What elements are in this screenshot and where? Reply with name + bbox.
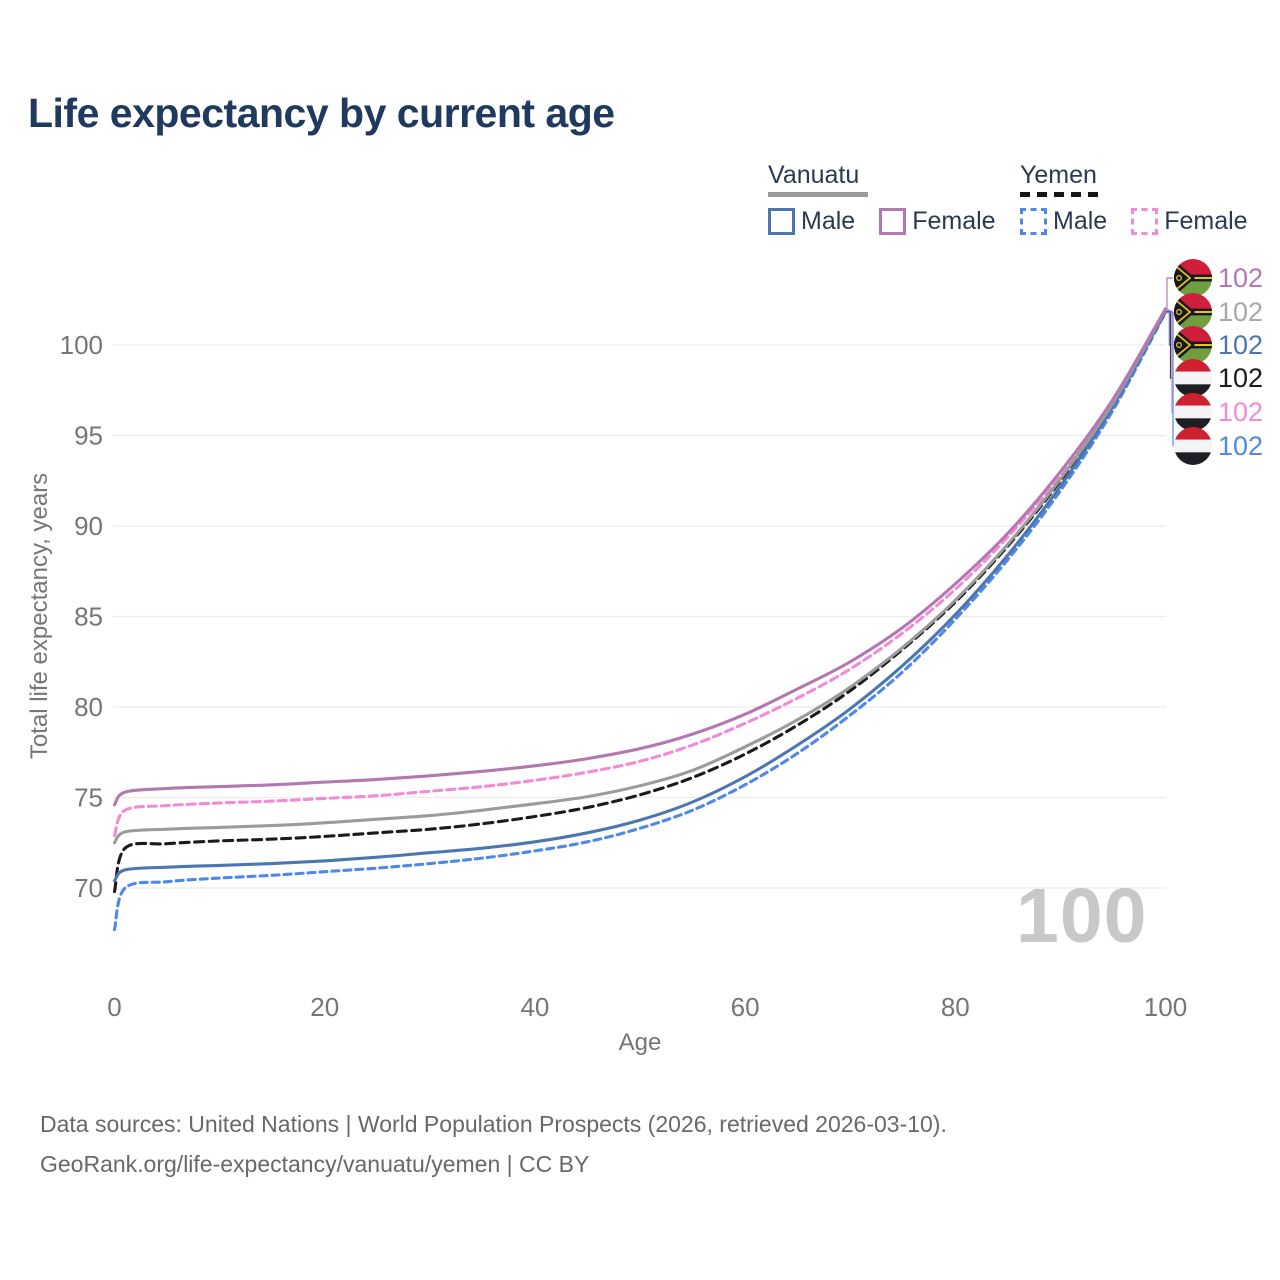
end-value-label-vanuatu-male: 102 — [1218, 330, 1263, 360]
end-value-label-yemen-male: 102 — [1218, 431, 1263, 461]
vanuatu-flag-icon — [1174, 293, 1212, 331]
legend-item-yemen-male[interactable]: Male — [1020, 207, 1107, 236]
series-line-vanuatu-female[interactable] — [112, 307, 1168, 807]
yemen-flag-icon — [1174, 359, 1212, 397]
footer-data-sources: Data sources: United Nations | World Pop… — [40, 1111, 947, 1137]
vanuatu-flag-icon — [1174, 259, 1212, 297]
series-line-vanuatu-male[interactable] — [112, 309, 1168, 883]
x-tick-label-100: 100 — [1144, 992, 1187, 1022]
legend-linestyle-solid — [768, 192, 868, 197]
x-axis-title: Age — [619, 1029, 662, 1056]
y-tick-label-85: 85 — [74, 602, 103, 632]
x-tick-label-0: 0 — [107, 992, 121, 1022]
y-tick-label-100: 100 — [60, 330, 103, 360]
y-tick-label-95: 95 — [74, 421, 103, 451]
age-watermark: 100 — [1016, 873, 1148, 959]
series-line-yemen-male[interactable] — [112, 310, 1168, 932]
leader-line-yemen-male — [1165, 311, 1174, 446]
chart-title: Life expectancy by current age — [28, 90, 615, 136]
series-line-yemen-female[interactable] — [112, 309, 1168, 838]
y-tick-label-70: 70 — [74, 873, 103, 903]
leader-line-vanuatu-female — [1165, 277, 1173, 310]
legend-swatch-yemen-male-icon[interactable] — [1020, 208, 1047, 235]
series-line-vanuatu-total[interactable] — [112, 308, 1168, 845]
footer-license: GeoRank.org/life-expectancy/vanuatu/yeme… — [40, 1151, 590, 1177]
legend-linestyle-dashed — [1020, 192, 1102, 197]
yemen-flag-icon — [1174, 393, 1212, 431]
x-tick-label-80: 80 — [941, 992, 970, 1022]
legend-label-vanuatu-female: Female — [912, 207, 996, 235]
legend-label-yemen-female: Female — [1164, 207, 1248, 235]
legend-label-yemen-male: Male — [1053, 207, 1108, 235]
legend-item-yemen-female[interactable]: Female — [1131, 207, 1248, 236]
vanuatu-flag-icon — [1174, 326, 1212, 364]
footer-attribution: Data sources: United Nations | World Pop… — [40, 1104, 947, 1184]
x-tick-label-40: 40 — [520, 992, 549, 1022]
y-tick-label-80: 80 — [74, 692, 103, 722]
end-value-label-yemen-total: 102 — [1218, 363, 1263, 393]
legend-group-title-yemen: Yemen — [1020, 161, 1097, 189]
legend-swatch-vanuatu-female-icon[interactable] — [879, 208, 907, 235]
legend-group-vanuatu: Vanuatu Male Female — [768, 161, 996, 236]
legend-group-title-vanuatu: Vanuatu — [768, 161, 860, 189]
x-tick-label-20: 20 — [310, 992, 339, 1022]
legend-item-vanuatu-female[interactable]: Female — [879, 207, 996, 236]
legend-label-vanuatu-male: Male — [801, 207, 856, 235]
end-value-label-vanuatu-female: 102 — [1218, 263, 1263, 293]
yemen-flag-icon — [1174, 427, 1212, 465]
x-tick-label-60: 60 — [731, 992, 760, 1022]
end-value-label-vanuatu-total: 102 — [1218, 297, 1263, 327]
end-value-label-yemen-female: 102 — [1218, 397, 1263, 427]
legend-item-vanuatu-male[interactable]: Male — [768, 207, 855, 236]
y-tick-label-75: 75 — [74, 783, 103, 813]
series-line-yemen-total[interactable] — [112, 309, 1168, 894]
legend-swatch-vanuatu-male-icon[interactable] — [768, 208, 795, 235]
y-axis-title: Total life expectancy, years — [26, 473, 53, 759]
legend-swatch-yemen-female-icon[interactable] — [1131, 208, 1159, 235]
y-tick-label-90: 90 — [74, 511, 103, 541]
legend-group-yemen: Yemen Male Female — [1020, 161, 1248, 236]
